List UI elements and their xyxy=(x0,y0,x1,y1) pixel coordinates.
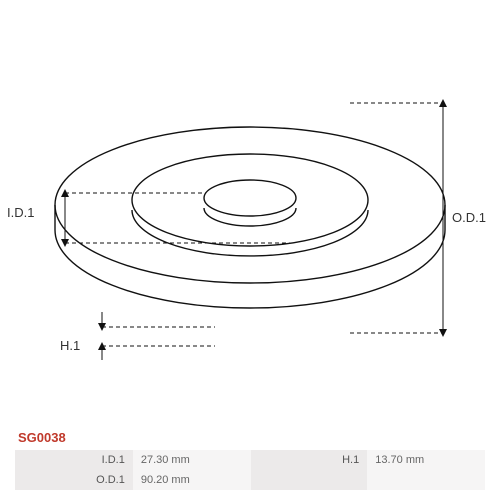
table-row: I.D.1 27.30 mm H.1 13.70 mm xyxy=(15,450,485,470)
cell-h1-value: 13.70 mm xyxy=(367,450,485,470)
table-row: O.D.1 90.20 mm xyxy=(15,470,485,490)
cell-od1-label: O.D.1 xyxy=(15,470,133,490)
cell-od1-value: 90.20 mm xyxy=(133,470,251,490)
label-h1: H.1 xyxy=(60,338,80,353)
part-number: SG0038 xyxy=(18,430,66,445)
cell-h1-label: H.1 xyxy=(251,450,368,470)
cell-id1-value: 27.30 mm xyxy=(133,450,251,470)
label-id1: I.D.1 xyxy=(7,205,34,220)
spec-table: I.D.1 27.30 mm H.1 13.70 mm O.D.1 90.20 … xyxy=(15,450,485,490)
technical-drawing xyxy=(0,0,500,420)
label-od1: O.D.1 xyxy=(452,210,486,225)
cell-id1-label: I.D.1 xyxy=(15,450,133,470)
